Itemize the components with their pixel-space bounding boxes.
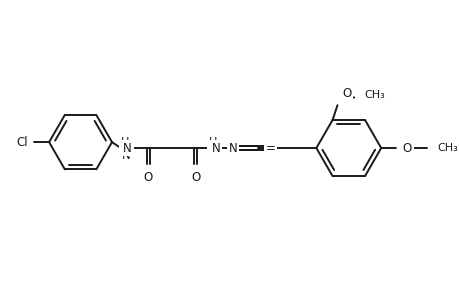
Text: O: O [402,142,411,154]
Text: H: H [208,137,217,147]
Text: O: O [341,87,351,100]
Text: Cl: Cl [17,136,28,148]
Text: O: O [190,171,200,184]
Text: CH₃: CH₃ [436,143,457,153]
Text: H: H [120,137,129,147]
Text: O: O [143,171,153,184]
Text: CH₃: CH₃ [363,90,384,100]
Text: N: N [123,142,132,154]
Text: H
N: H N [122,134,131,162]
Text: N: N [228,142,237,154]
Text: N: N [211,142,220,154]
Text: =: = [265,142,275,154]
